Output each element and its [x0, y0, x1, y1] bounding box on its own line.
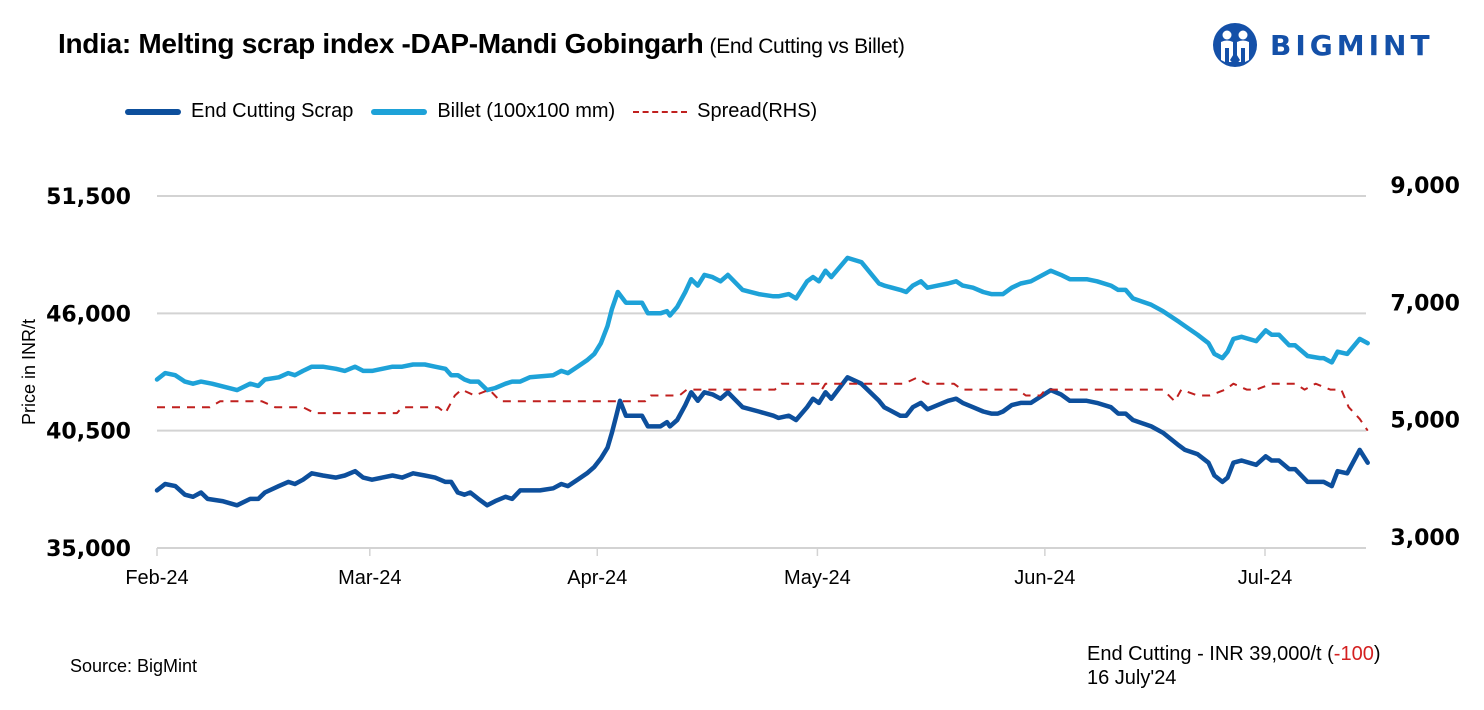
- x-tick-label: Mar-24: [338, 567, 401, 589]
- legend-item-billet[interactable]: Billet (100x100 mm): [371, 100, 615, 123]
- source-note: Source: BigMint: [70, 656, 198, 676]
- tick-labels: 35,000 40,500 46,000 51,500 3,000 5,000 7,000 9…: [46, 174, 1460, 589]
- price-note-prefix: End Cutting - INR 39,000/t (: [1087, 643, 1334, 665]
- legend-label-billet: Billet (100x100 mm): [437, 100, 616, 122]
- bigmint-people-icon: [1213, 23, 1257, 67]
- x-tick-label: Jun-24: [1014, 567, 1075, 589]
- x-tick-label: Feb-24: [125, 567, 188, 589]
- legend-swatch-billet: [371, 108, 428, 115]
- y-tick-label-left: 46,000: [46, 302, 131, 327]
- legend-item-end-cutting[interactable]: End Cutting Scrap: [125, 100, 353, 123]
- legend-label-spread: Spread(RHS): [697, 100, 818, 122]
- x-tick-label: Apr-24: [567, 567, 627, 589]
- series-line-billet: [154, 255, 1370, 393]
- legend: End Cutting Scrap Billet (100x100 mm) Sp…: [125, 100, 835, 123]
- y-tick-label-left: 51,500: [46, 185, 131, 210]
- y-tick-label-right: 3,000: [1390, 526, 1460, 551]
- y-tick-label-right: 9,000: [1390, 174, 1460, 199]
- bigmint-logo: BIGMINT: [1212, 22, 1434, 68]
- series-line-spread: [157, 376, 1369, 432]
- price-note-suffix: ): [1373, 643, 1381, 665]
- series-lines: [154, 255, 1370, 508]
- y-tick-label-left: 35,000: [46, 537, 131, 562]
- x-tick-label: Jul-24: [1238, 567, 1292, 589]
- series-line-end-cutting: [154, 375, 1370, 508]
- price-note-date: 16 July'24: [1087, 667, 1177, 689]
- y-tick-label-right: 7,000: [1390, 291, 1460, 316]
- legend-label-end-cutting: End Cutting Scrap: [191, 100, 354, 122]
- chart-title-main: India: Melting scrap index -DAP-Mandi Go…: [58, 28, 704, 59]
- y-tick-label-left: 40,500: [46, 420, 131, 445]
- legend-swatch-spread: [633, 110, 688, 113]
- gridlines: [157, 195, 1366, 549]
- legend-swatch-end-cutting: [125, 108, 181, 115]
- x-tick-label: May-24: [784, 567, 851, 589]
- logo-text: BIGMINT: [1270, 28, 1434, 62]
- y-tick-label-right: 5,000: [1390, 409, 1460, 434]
- axes: [156, 548, 1266, 556]
- chart-title: India: Melting scrap index -DAP-Mandi Go…: [58, 28, 905, 60]
- price-change: -100: [1333, 643, 1374, 665]
- price-note: End Cutting - INR 39,000/t (-100) 16 Jul…: [1087, 642, 1381, 690]
- y-axis-label: Price in INR/t: [19, 319, 39, 425]
- chart-subtitle: (End Cutting vs Billet): [709, 35, 905, 58]
- legend-item-spread[interactable]: Spread(RHS): [633, 100, 817, 123]
